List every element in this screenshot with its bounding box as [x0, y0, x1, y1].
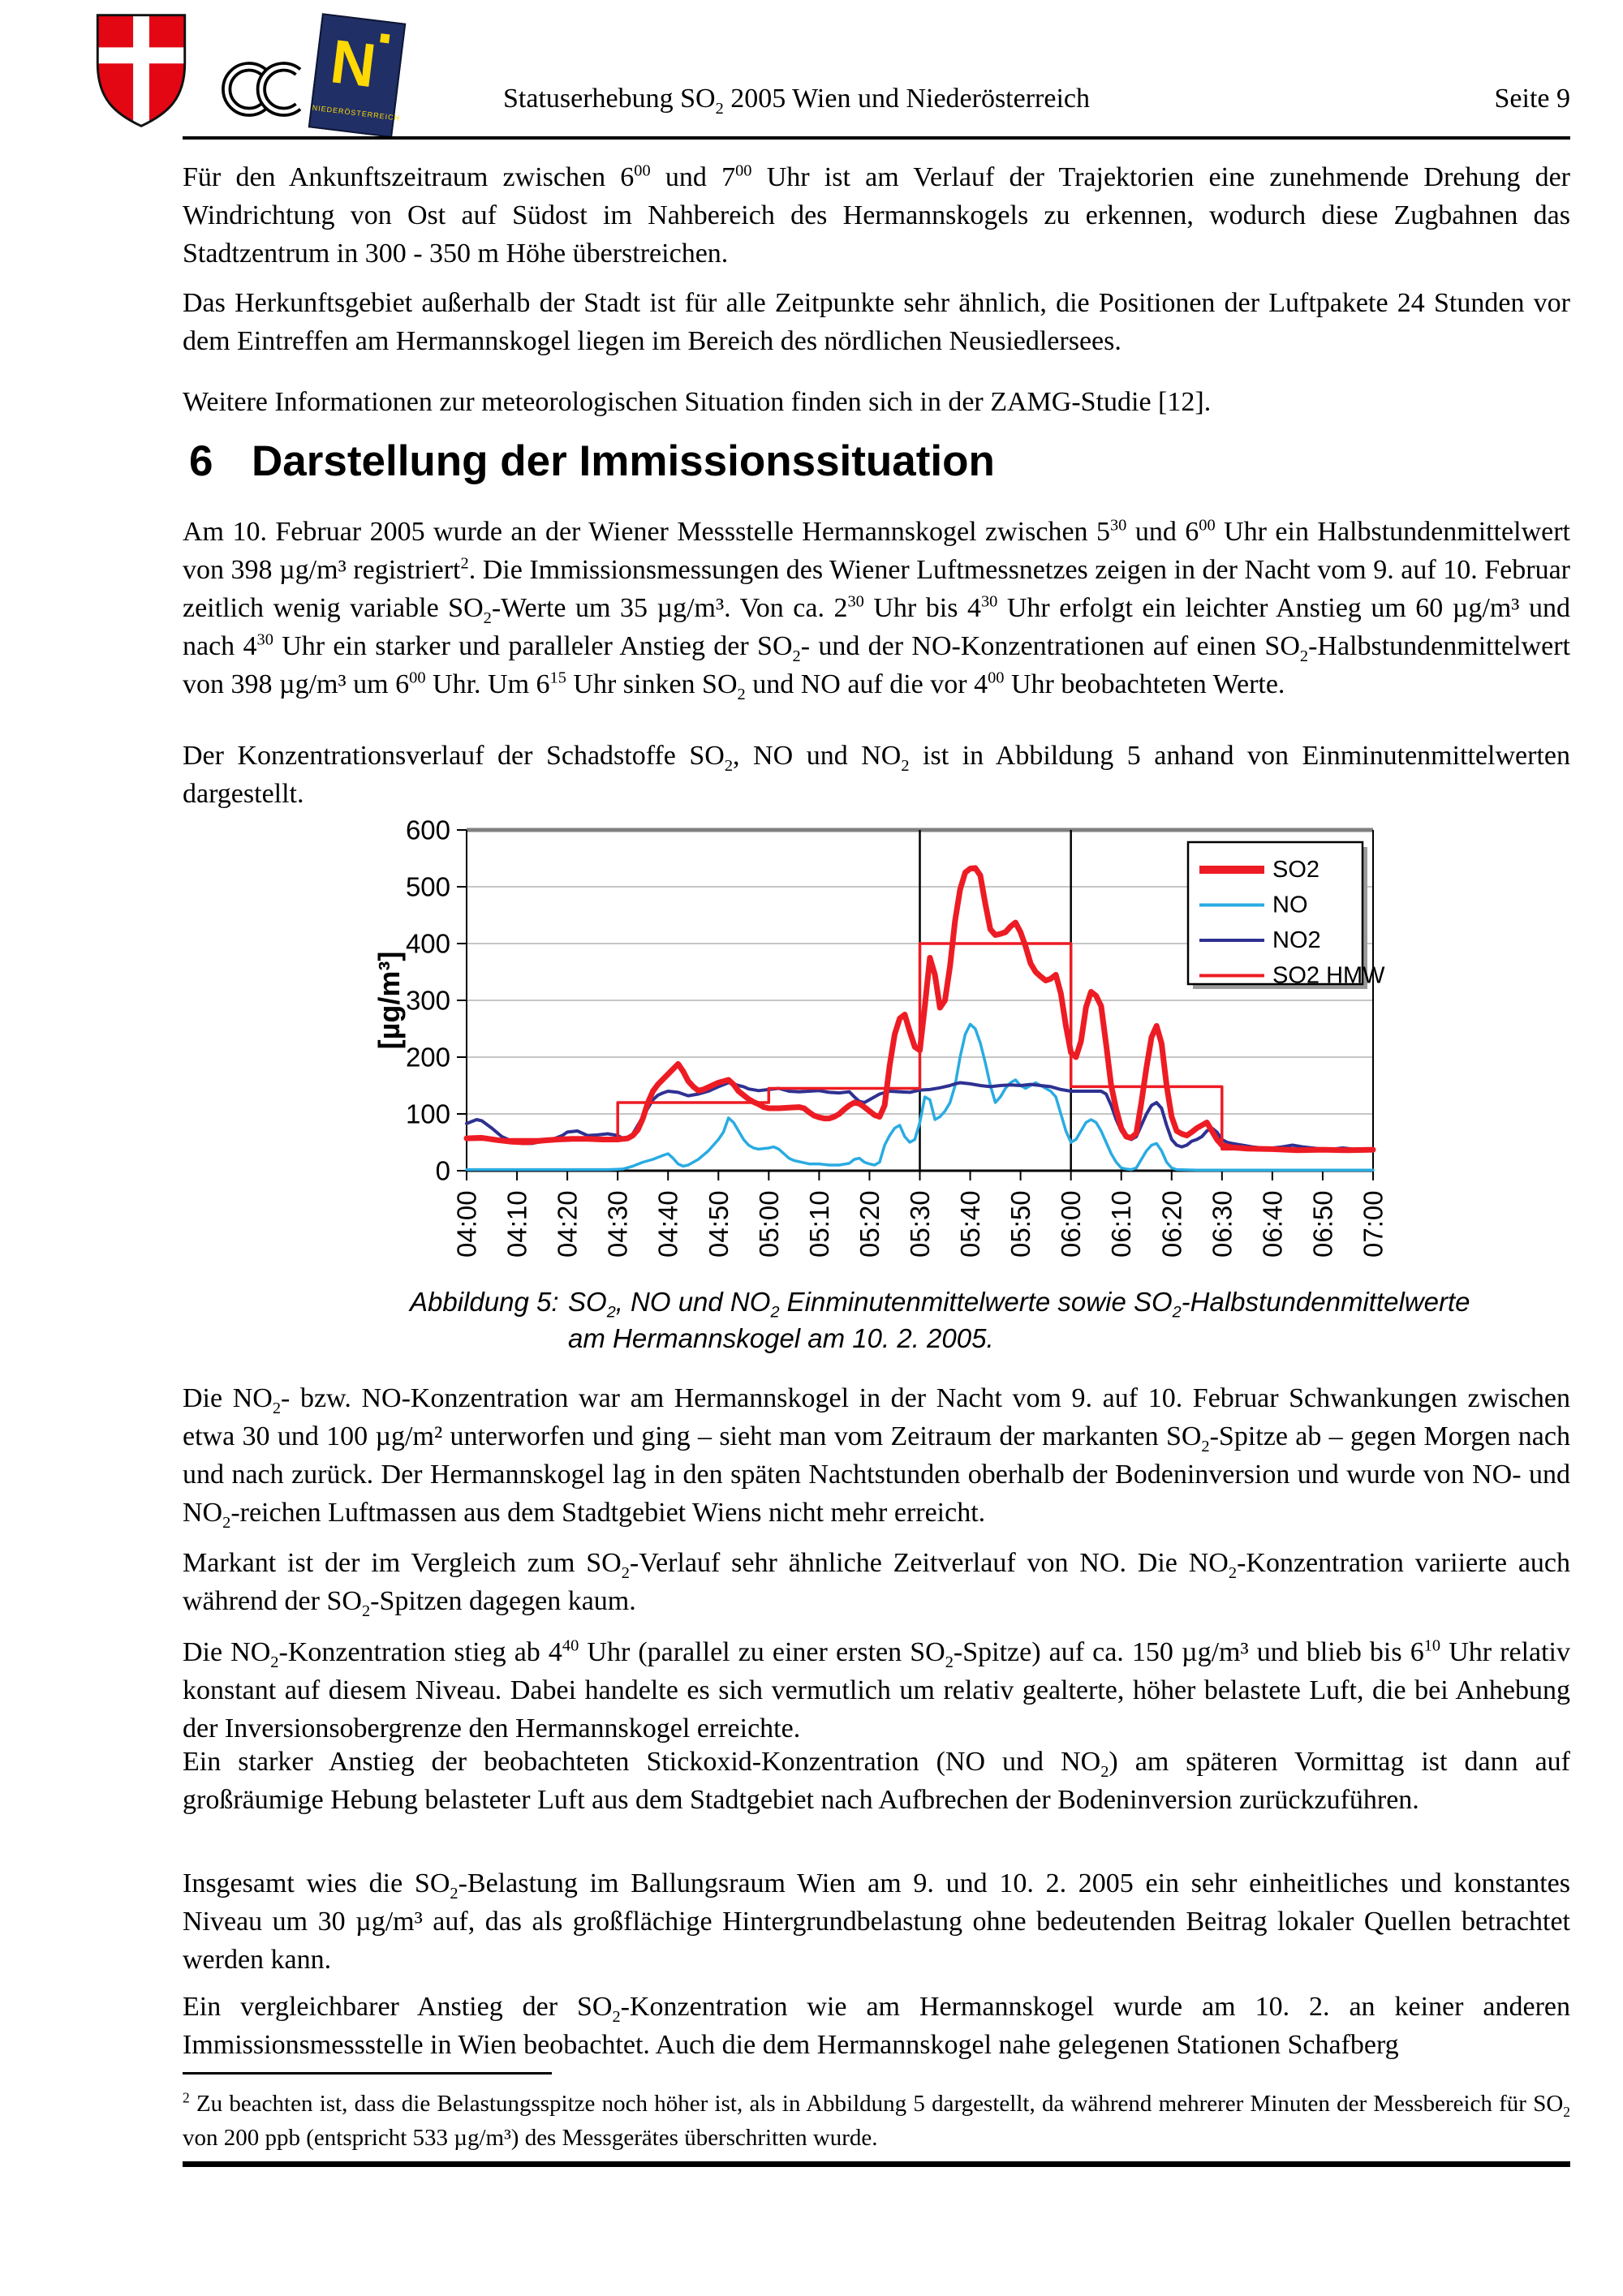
section-title: Darstellung der Immissionssituation [252, 437, 995, 485]
figure-chart: 0 100 200 300 400 500 600 04:00 04:10 04:20 04:30 0… [357, 810, 1542, 1264]
running-header-title: Statuserhebung SO2 2005 Wien und Niederö… [503, 84, 1090, 118]
svg-text:05:30: 05:30 [905, 1190, 935, 1258]
niederoesterreich-logo: N NIEDERÖSTERREICH [308, 13, 407, 138]
svg-text:0: 0 [436, 1156, 450, 1186]
svg-text:07:00: 07:00 [1358, 1190, 1388, 1258]
svg-text:04:20: 04:20 [553, 1190, 583, 1258]
svg-text:100: 100 [406, 1099, 450, 1129]
paragraph-7: Markant ist der im Vergleich zum SO2-Ver… [183, 1548, 1570, 1620]
chart-svg: 0 100 200 300 400 500 600 04:00 04:10 04:20 04:30 0… [372, 815, 1388, 1258]
svg-text:05:00: 05:00 [754, 1190, 784, 1258]
wien-coat-of-arms-logo [96, 14, 187, 127]
svg-text:200: 200 [406, 1043, 450, 1073]
svg-text:04:40: 04:40 [653, 1190, 683, 1258]
svg-text:06:20: 06:20 [1156, 1190, 1186, 1258]
svg-text:04:30: 04:30 [603, 1190, 633, 1258]
paragraph-9: Ein starker Anstieg der beobachteten Sti… [183, 1747, 1570, 1815]
svg-text:SO2 HMW: SO2 HMW [1272, 963, 1385, 989]
svg-text:400: 400 [406, 929, 450, 959]
paragraph-11: Ein vergleichbarer Anstieg der SO2-Konze… [183, 1992, 1570, 2060]
figure-caption-label: Abbildung 5: [410, 1287, 559, 1317]
svg-text:05:50: 05:50 [1005, 1190, 1035, 1258]
niederoesterreich-n-letter: N [326, 27, 380, 101]
footnote-rule [183, 2072, 552, 2075]
svg-text:06:40: 06:40 [1257, 1190, 1287, 1258]
paragraph-8: Die NO2-Konzentration stieg ab 440 Uhr (… [183, 1636, 1570, 1743]
paragraph-2: Das Herkunftsgebiet außerhalb der Stadt … [183, 288, 1570, 356]
paragraph-6: Die NO2- bzw. NO-Konzentration war am He… [183, 1383, 1570, 1532]
interlocked-cc-icon [222, 62, 302, 117]
svg-text:06:00: 06:00 [1056, 1190, 1086, 1258]
svg-text:06:50: 06:50 [1307, 1190, 1337, 1258]
logo-dot-icon [380, 33, 390, 44]
niederoesterreich-logo-caption: NIEDERÖSTERREICH [312, 103, 401, 123]
svg-text:04:10: 04:10 [502, 1190, 532, 1258]
section-number: 6 [189, 437, 213, 485]
svg-text:SO2: SO2 [1272, 857, 1319, 883]
svg-text:NO: NO [1272, 892, 1308, 918]
paragraph-3: Weitere Informationen zur meteorologisch… [183, 387, 1212, 417]
svg-text:05:10: 05:10 [804, 1190, 834, 1258]
svg-text:05:20: 05:20 [855, 1190, 885, 1258]
svg-text:05:40: 05:40 [955, 1190, 985, 1258]
header-rule [183, 136, 1570, 140]
page-bottom-rule [183, 2161, 1570, 2167]
svg-text:NO2: NO2 [1272, 927, 1321, 953]
svg-text:06:30: 06:30 [1207, 1190, 1237, 1258]
paragraph-10: Insgesamt wies die SO2-Belastung im Ball… [183, 1868, 1570, 1975]
footnote-text: 2 Zu beachten ist, dass die Belastungssp… [183, 2089, 1570, 2151]
svg-text:04:00: 04:00 [452, 1190, 482, 1258]
white-cross [97, 15, 185, 127]
figure-caption-text: SO2, NO und NO2 Einminutenmittelwerte so… [568, 1287, 1470, 1353]
page-number: Seite 9 [1494, 84, 1570, 114]
svg-text:500: 500 [406, 872, 450, 902]
svg-text:[µg/m³]: [µg/m³] [372, 952, 406, 1050]
svg-text:04:50: 04:50 [704, 1190, 734, 1258]
paragraph-5: Der Konzentrationsverlauf der Schadstoff… [183, 741, 1570, 809]
section-heading: 6 Darstellung der Immissionssituation [189, 436, 995, 486]
svg-text:06:10: 06:10 [1106, 1190, 1136, 1258]
paragraph-4: Am 10. Februar 2005 wurde an der Wiener … [183, 516, 1571, 703]
svg-text:600: 600 [406, 815, 450, 845]
paragraph-1: Für den Ankunftszeitraum zwischen 600 un… [183, 161, 1570, 269]
figure-caption: Abbildung 5: SO2, NO und NO2 Einminutenm… [410, 1283, 1509, 1357]
svg-text:300: 300 [406, 986, 450, 1016]
